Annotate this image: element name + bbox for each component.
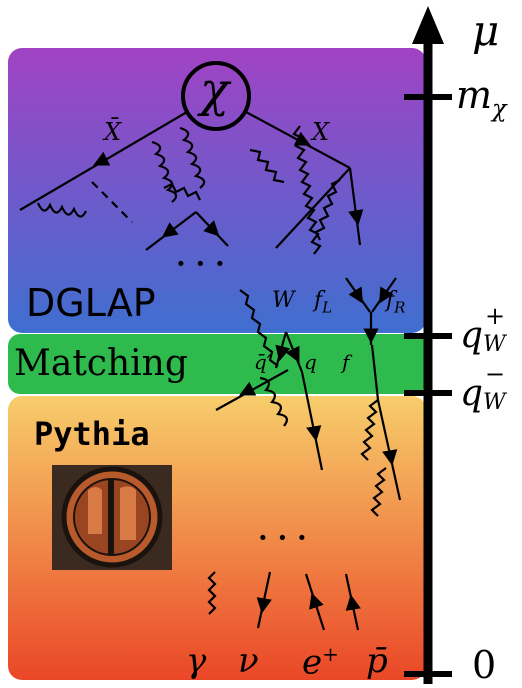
fr-main: f [386, 288, 395, 313]
scale-qw-plus-sup: + [485, 302, 506, 330]
w-label: W [272, 288, 295, 313]
scale-mchi-main: m [456, 73, 493, 117]
dglap-label: DGLAP [26, 281, 156, 325]
scale-mchi: mχ [456, 76, 507, 121]
pbar-label: p̄ [366, 641, 388, 681]
photon-final [207, 571, 217, 615]
scale-zero: 0 [472, 643, 497, 687]
photon-4 [163, 182, 201, 201]
fr-sub: R [394, 298, 406, 317]
matching-region [8, 334, 426, 394]
scale-qw-plus-sub: W [483, 332, 506, 357]
scale-qw-minus: q − W [460, 362, 509, 415]
f-label: f [342, 350, 350, 374]
x-label: X [312, 118, 330, 146]
gamma-label: γ [186, 641, 207, 681]
eplus-sup: + [322, 642, 339, 666]
scale-qw-minus-main: q [460, 373, 484, 414]
fr-label: fR [386, 290, 405, 315]
nu-label: ν [238, 641, 259, 681]
scale-qw-minus-sup: − [485, 360, 506, 388]
fl-sub: L [322, 298, 333, 317]
scale-mchi-sub: χ [492, 94, 507, 123]
f-line [370, 344, 380, 401]
scale-qw-minus-sub: W [483, 390, 506, 415]
w-boson [239, 289, 279, 367]
chi-vertex-circle [181, 61, 251, 131]
gluon-pythia [259, 376, 288, 427]
fl-label: fL [314, 290, 332, 315]
dglap-region [8, 48, 426, 333]
axis-label-mu: μ [472, 6, 500, 55]
photon-1 [292, 125, 322, 255]
chi-label: χ [200, 62, 230, 118]
photon-pythia-1 [360, 399, 379, 461]
gluon-1 [36, 202, 87, 218]
q-label: q [304, 350, 317, 374]
eplus-label: e+ [302, 644, 339, 679]
pythia-vase-image [52, 465, 172, 570]
eplus-main: e [302, 642, 323, 683]
pythia-label: Pythia [34, 415, 150, 453]
dots-top: · · · [176, 247, 225, 280]
scale-axis [404, 6, 452, 684]
matching-label: Matching [14, 343, 188, 384]
qbar-prime-label: q̄′ [254, 350, 272, 374]
dots-bottom: · · · [258, 521, 307, 554]
xbar-label: X̄ [104, 118, 122, 146]
photon-pythia-2 [370, 467, 387, 517]
photon-2 [249, 148, 285, 184]
gluon-3 [179, 126, 206, 189]
gluon-2 [151, 140, 178, 203]
feynman-graph [19, 61, 402, 631]
fl-main: f [314, 288, 323, 313]
dashed-line [91, 181, 133, 223]
scale-qw-plus-main: q [460, 315, 484, 356]
scale-qw-plus: q + W [460, 304, 509, 357]
photon-3 [314, 179, 341, 241]
